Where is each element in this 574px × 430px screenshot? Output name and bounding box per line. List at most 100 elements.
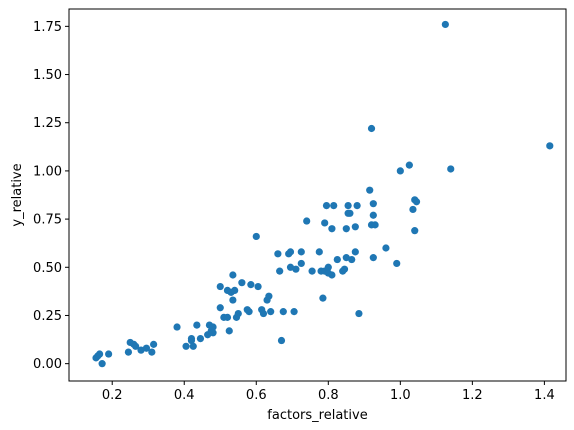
data-point <box>98 360 106 368</box>
data-point <box>367 124 376 133</box>
data-point <box>223 313 232 321</box>
data-point <box>142 344 151 352</box>
data-point <box>393 259 401 268</box>
data-point <box>216 282 224 291</box>
data-point <box>231 286 239 295</box>
data-point <box>382 244 390 252</box>
x-tick-label: 0.6 <box>246 388 267 403</box>
data-point <box>321 219 329 227</box>
data-point <box>340 265 349 273</box>
y-tick-label: 1.25 <box>33 116 62 131</box>
data-point <box>279 308 287 316</box>
data-point <box>441 20 449 29</box>
data-point <box>245 308 253 316</box>
y-tick-label: 0.75 <box>33 213 62 228</box>
data-point <box>238 279 246 287</box>
data-point <box>196 335 205 343</box>
data-point <box>328 225 336 233</box>
data-point <box>274 250 282 258</box>
plot-frame <box>68 8 567 382</box>
data-point <box>447 165 455 173</box>
data-point <box>328 271 336 279</box>
data-point <box>366 186 374 194</box>
data-point <box>292 265 300 273</box>
data-points <box>92 20 554 368</box>
data-point <box>411 227 419 235</box>
data-point <box>254 282 262 291</box>
data-point <box>346 209 354 217</box>
data-point <box>173 323 181 331</box>
data-point <box>353 202 361 210</box>
data-point <box>409 205 417 214</box>
data-point <box>259 309 268 318</box>
data-point <box>234 309 242 318</box>
data-point <box>286 263 295 271</box>
data-point <box>369 211 377 219</box>
x-tick-label: 1.0 <box>390 388 411 403</box>
data-point <box>342 225 350 233</box>
data-point <box>277 336 286 345</box>
data-point <box>252 232 260 241</box>
data-point <box>229 271 237 279</box>
y-tick-label: 0.25 <box>33 309 62 324</box>
x-tick-label: 0.8 <box>318 388 339 403</box>
y-tick-label: 0.50 <box>33 261 62 276</box>
data-point <box>216 304 224 312</box>
data-point <box>355 309 363 318</box>
data-point <box>546 142 554 150</box>
data-point <box>369 254 377 262</box>
data-point <box>348 255 356 264</box>
data-point <box>405 161 413 169</box>
data-point <box>105 350 113 358</box>
data-point <box>182 342 190 350</box>
data-point <box>148 348 156 356</box>
y-tick-label: 1.75 <box>33 20 62 35</box>
data-point <box>265 292 273 300</box>
data-point <box>209 329 217 337</box>
data-point <box>193 321 201 329</box>
y-tick-label: 1.00 <box>33 164 62 179</box>
data-point <box>322 202 331 210</box>
y-tick-label: 1.50 <box>33 68 62 83</box>
data-point <box>132 342 140 350</box>
data-point <box>324 263 332 271</box>
data-point <box>315 248 323 256</box>
data-point <box>96 350 104 358</box>
data-point <box>351 248 359 256</box>
data-point <box>187 335 196 343</box>
data-point <box>308 267 316 275</box>
data-point <box>342 254 350 262</box>
data-point <box>369 200 377 208</box>
y-tick-label: 0.00 <box>33 357 62 372</box>
data-point <box>412 198 421 206</box>
data-point <box>297 248 305 256</box>
data-point <box>286 248 295 256</box>
data-point <box>330 202 338 210</box>
data-point <box>396 167 404 175</box>
data-point <box>137 346 145 354</box>
data-point <box>209 323 217 331</box>
x-tick-label: 1.4 <box>534 388 555 403</box>
data-point <box>371 221 379 229</box>
data-point <box>247 281 255 289</box>
x-axis-label: factors_relative <box>267 408 367 423</box>
data-point <box>319 294 327 302</box>
y-axis-label: y_relative <box>10 163 25 226</box>
data-point <box>225 327 233 335</box>
data-point <box>267 308 275 316</box>
data-point <box>344 202 352 210</box>
data-point <box>290 308 298 316</box>
x-tick-label: 1.2 <box>462 388 483 403</box>
data-point <box>351 223 359 231</box>
data-point <box>150 340 158 348</box>
data-point <box>276 267 284 275</box>
x-tick-label: 0.2 <box>102 388 123 403</box>
data-point <box>229 296 237 304</box>
x-tick-label: 0.4 <box>174 388 195 403</box>
data-point <box>124 348 133 356</box>
x-axis-ticks: 0.2 0.4 0.6 0.8 1.0 1.2 1.4 <box>102 381 555 403</box>
data-point <box>189 342 197 350</box>
data-point <box>297 259 305 268</box>
